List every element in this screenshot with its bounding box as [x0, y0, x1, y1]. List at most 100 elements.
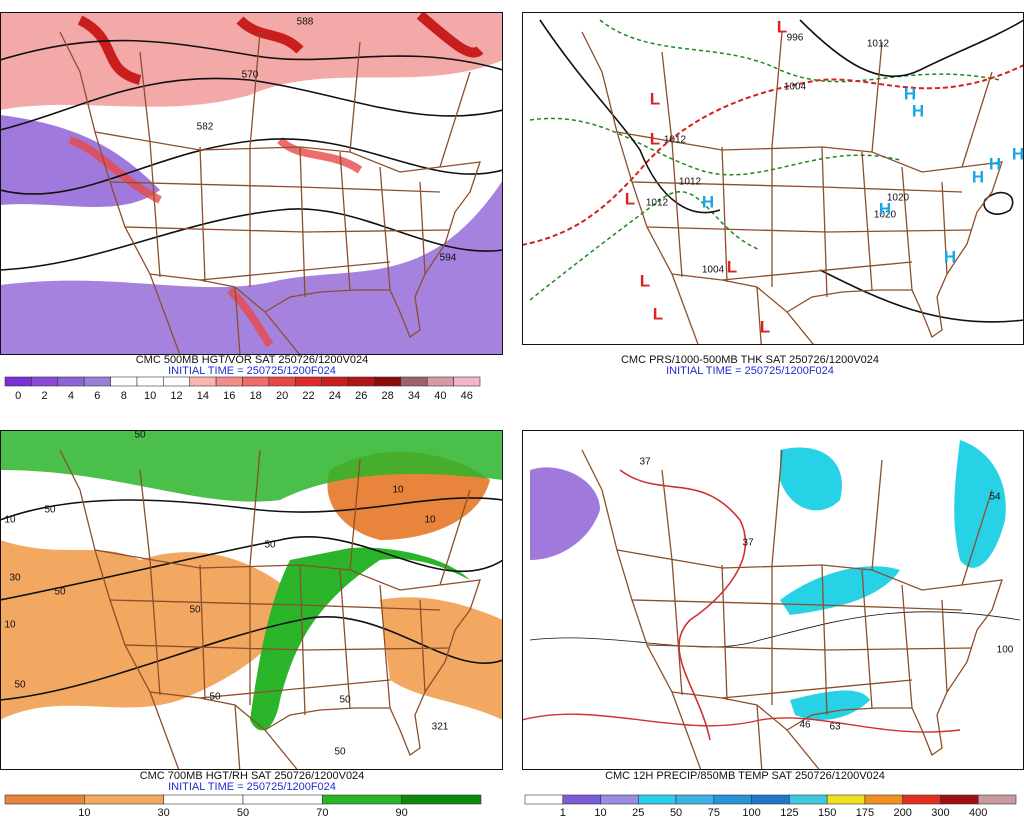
colorbar-box	[977, 794, 1017, 805]
pressure-center: L	[760, 317, 770, 336]
colorbar-label: 10	[144, 390, 156, 402]
contour-label: 50	[209, 692, 221, 703]
contour-label: 588	[297, 17, 314, 28]
contour-label: 1012	[664, 135, 687, 146]
colorbar-box	[638, 794, 677, 805]
contour-label: 37	[639, 457, 651, 468]
contour-label: 50	[189, 605, 201, 616]
pressure-center: L	[625, 189, 635, 208]
map-shape	[780, 447, 842, 511]
contour-label: 46	[799, 720, 811, 731]
map-shape	[619, 469, 747, 741]
panel-map	[0, 12, 503, 355]
contour-label: 50	[339, 695, 351, 706]
colorbar-label: 28	[382, 390, 394, 402]
colorbar-label: 10	[594, 807, 606, 819]
initial-time: INITIAL TIME = 250725/1200F024	[168, 781, 336, 793]
contour-label: 54	[989, 492, 1001, 503]
colorbar-box	[163, 794, 244, 805]
colorbar-box	[189, 376, 217, 387]
colorbar-label: 0	[15, 390, 21, 402]
colorbar-label: 34	[408, 390, 420, 402]
contour-label: 1012	[679, 177, 702, 188]
colorbar-label: 200	[894, 807, 912, 819]
colorbar-box	[163, 376, 191, 387]
contour-label: 10	[4, 620, 16, 631]
colorbar-label: 12	[170, 390, 182, 402]
colorbar-label: 25	[632, 807, 644, 819]
pressure-center: H	[879, 199, 891, 218]
map-shape	[0, 497, 503, 521]
colorbar-box	[4, 794, 85, 805]
contour-label: 50	[134, 430, 146, 441]
contour-label: 1004	[784, 82, 807, 93]
colorbar-label: 6	[94, 390, 100, 402]
colorbar-box	[524, 794, 564, 805]
colorbar-box	[902, 794, 941, 805]
pressure-center: L	[650, 129, 660, 148]
contour-label: 30	[9, 573, 21, 584]
colorbar-label: 22	[302, 390, 314, 402]
colorbar-box	[789, 794, 828, 805]
colorbar-box	[83, 376, 111, 387]
colorbar-box	[675, 794, 715, 805]
map-shape	[522, 430, 1024, 770]
panel-title: CMC 12H PRECIP/850MB TEMP SAT 250726/120…	[605, 770, 885, 782]
colorbar-box	[751, 794, 790, 805]
colorbar-box	[400, 376, 428, 387]
contour-label: 63	[829, 722, 841, 733]
colorbar-label: 46	[461, 390, 473, 402]
contour-label: 570	[242, 70, 259, 81]
colorbar-label: 10	[78, 807, 90, 819]
map-shape	[983, 191, 1014, 215]
panel-map	[522, 430, 1024, 770]
map-shape	[529, 611, 1021, 648]
colorbar-label: 125	[780, 807, 798, 819]
panel-title: CMC 700MB HGT/RH SAT 250726/1200V024	[140, 770, 365, 782]
colorbar-box	[426, 376, 454, 387]
colorbar-label: 14	[197, 390, 209, 402]
pressure-center: H	[1012, 144, 1024, 163]
colorbar-box	[57, 376, 85, 387]
map-shape	[250, 547, 470, 731]
colorbar-box	[940, 794, 979, 805]
contour-label: 594	[440, 253, 457, 264]
contour-label: 50	[44, 505, 56, 516]
colorbar-box	[242, 794, 323, 805]
contour-label: 10	[424, 515, 436, 526]
map-shape	[0, 115, 160, 207]
contour-label: 1004	[702, 265, 725, 276]
map-shape	[522, 64, 1024, 246]
pressure-center: L	[650, 89, 660, 108]
colorbar-box	[321, 376, 349, 387]
panel-title: CMC PRS/1000-500MB THK SAT 250726/1200V0…	[621, 354, 879, 366]
map-shape	[599, 19, 1001, 83]
colorbar-box	[453, 376, 481, 387]
contour-label: 582	[197, 122, 214, 133]
map-shape	[819, 269, 1024, 323]
colorbar-label: 150	[818, 807, 836, 819]
map-shape	[0, 535, 503, 601]
pressure-center: H	[912, 101, 924, 120]
colorbar-box	[294, 376, 322, 387]
contour-label: 1020	[887, 193, 910, 204]
contour-label: 10	[4, 515, 16, 526]
map-shape	[0, 180, 503, 355]
colorbar-label: 16	[223, 390, 235, 402]
colorbar-box	[215, 376, 243, 387]
contour-label: 50	[264, 540, 276, 551]
colorbar-box	[600, 794, 639, 805]
pressure-center: H	[702, 192, 714, 211]
map-shape	[0, 615, 503, 701]
panel-map	[0, 430, 503, 770]
map-shape	[0, 77, 503, 131]
contour-label: 1012	[646, 198, 669, 209]
colorbar-box	[713, 794, 752, 805]
colorbar-box	[347, 376, 375, 387]
pressure-center: L	[640, 271, 650, 290]
panel-title: CMC 500MB HGT/VOR SAT 250726/1200V024	[136, 354, 369, 366]
colorbar-box	[136, 376, 164, 387]
colorbar-label: 50	[670, 807, 682, 819]
colorbar-box	[562, 794, 601, 805]
pressure-center: L	[727, 257, 737, 276]
